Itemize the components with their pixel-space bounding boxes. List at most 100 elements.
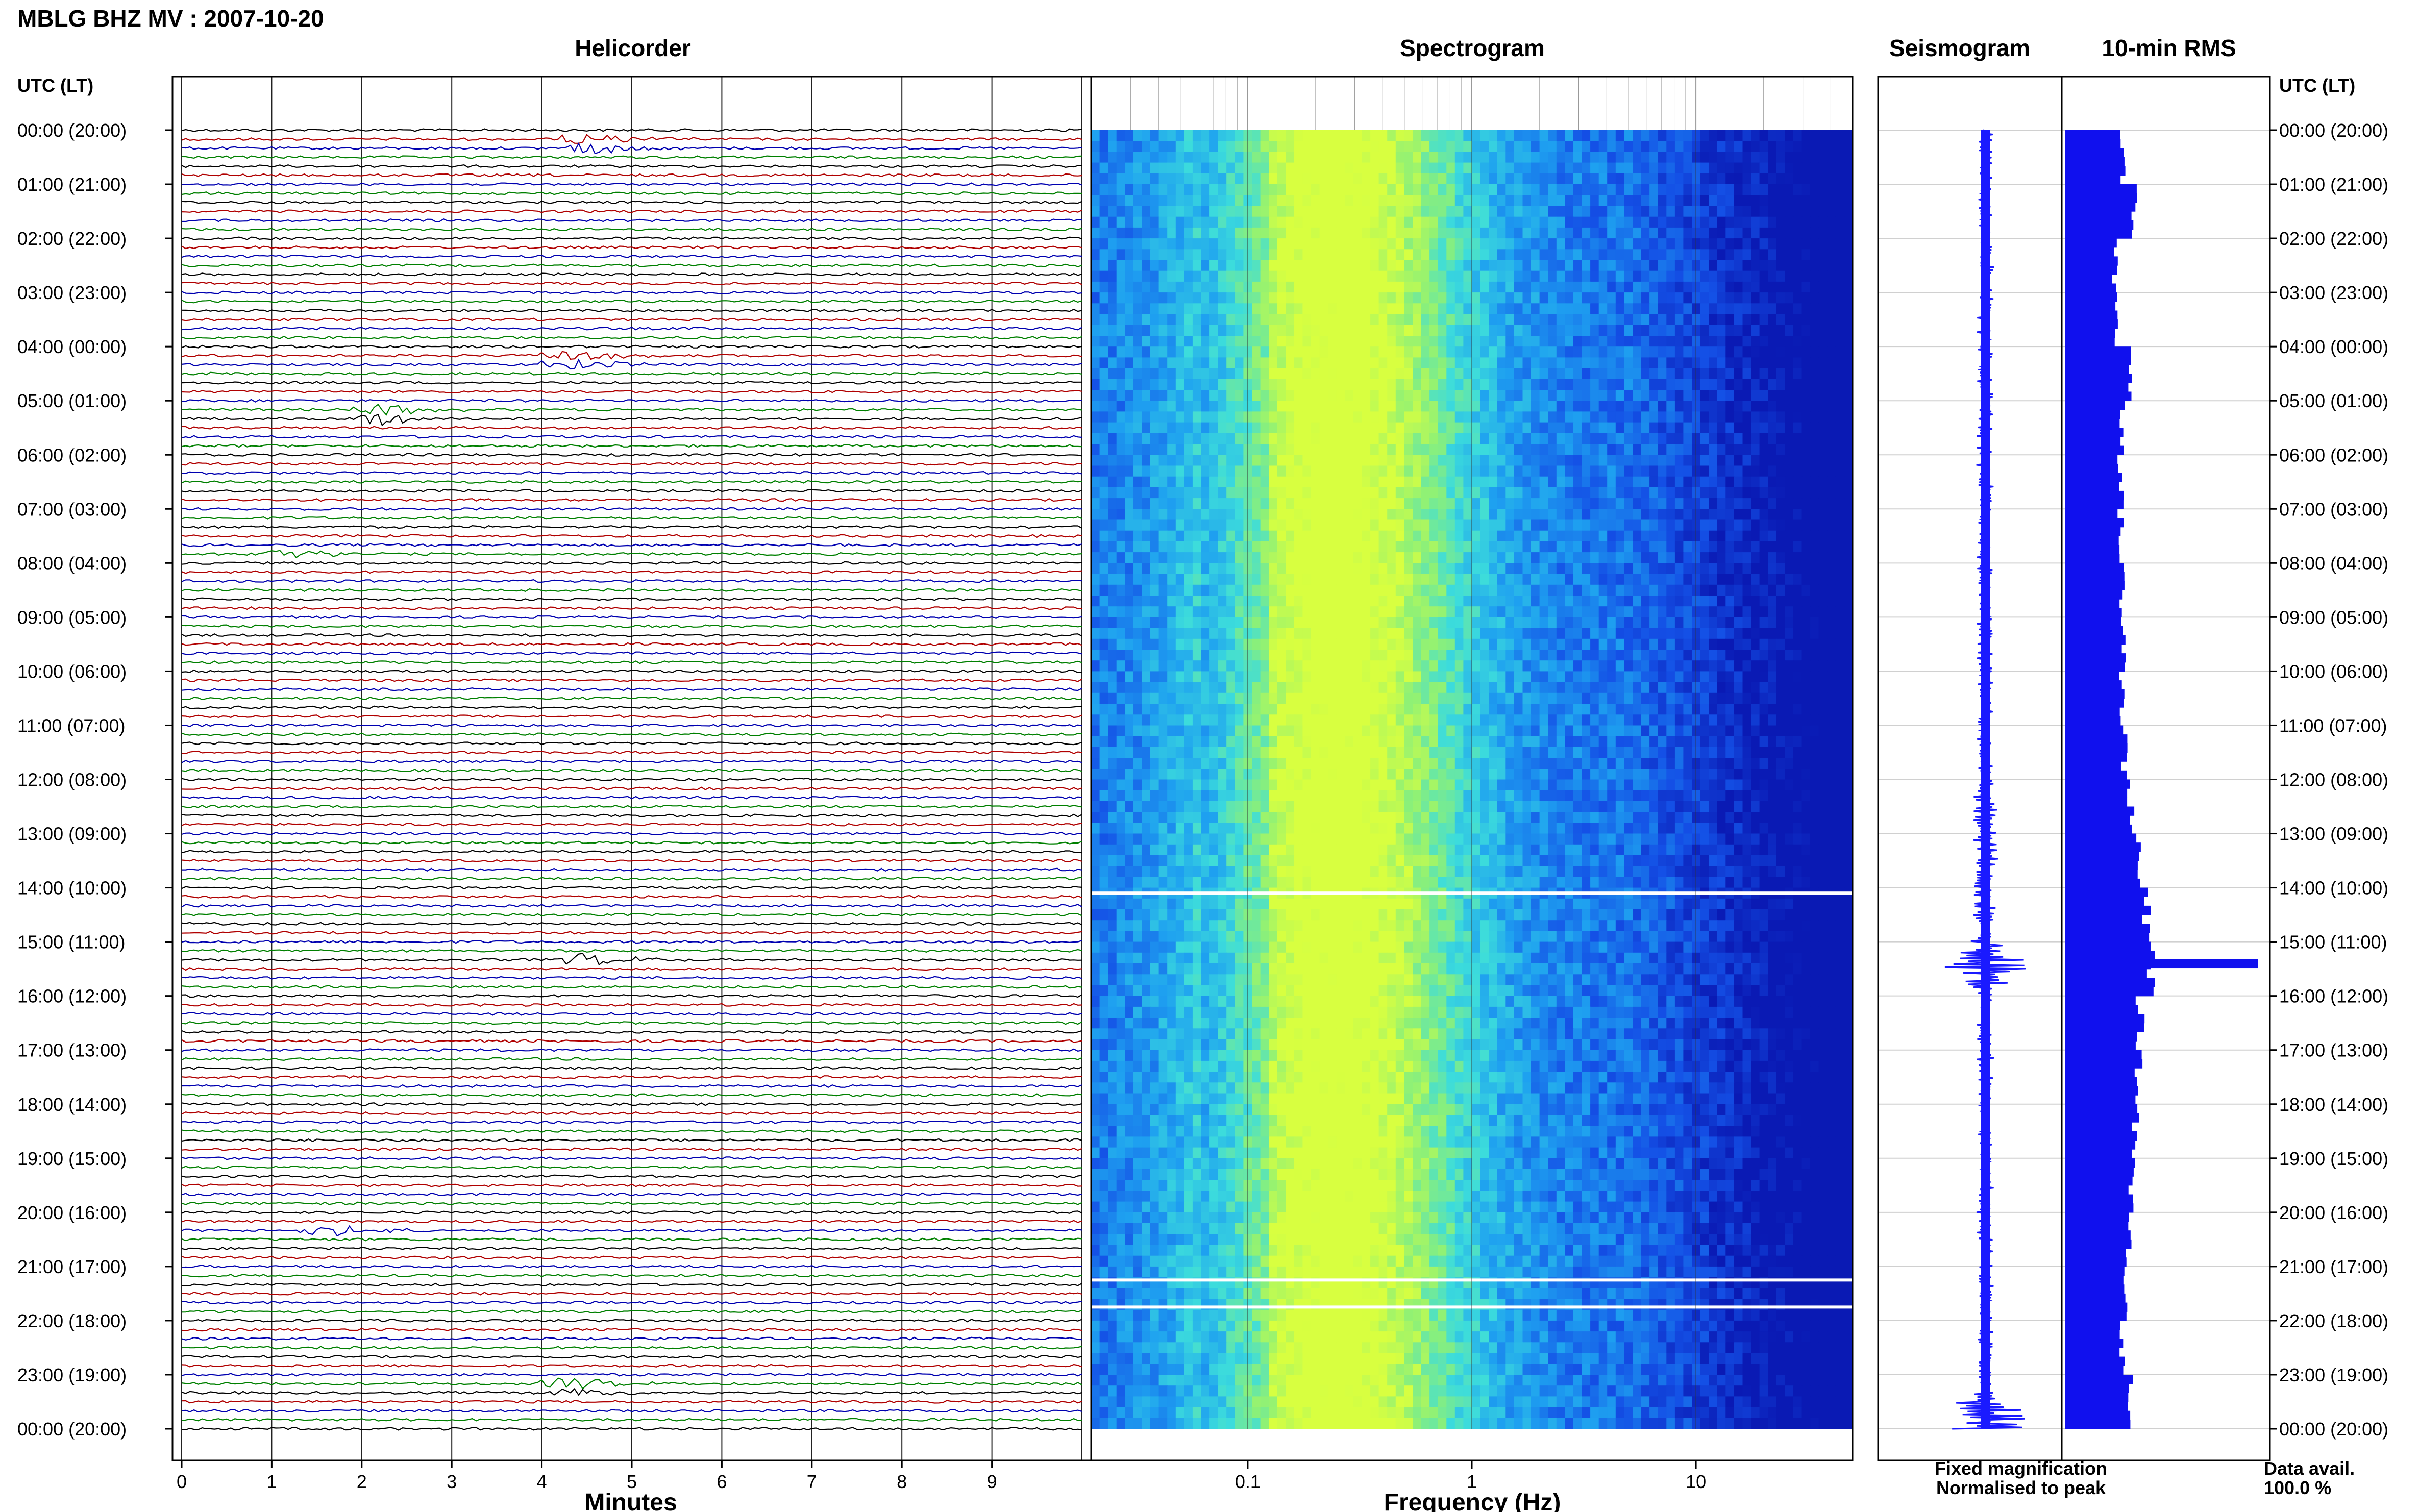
spectrogram-cell [1522,379,1532,390]
spectrogram-cell [1734,336,1743,347]
helicorder-trace [181,498,1082,502]
spectrogram-cell [1624,162,1633,174]
spectrogram-cell [1505,692,1515,704]
helicorder-trace [181,1111,1082,1116]
spectrogram-cell [1725,596,1735,607]
spectrogram-cell [1252,476,1261,488]
spectrogram-cell [1801,281,1811,293]
spectrogram-cell [1835,281,1845,293]
spectrogram-cell [1624,195,1633,207]
helicorder-trace [181,1165,1082,1170]
spectrogram-cell [1429,346,1439,358]
spectrogram-cell [1573,563,1583,575]
spectrogram-cell [1328,270,1337,282]
spectrogram-cell [1328,162,1337,174]
spectrogram-cell [1649,238,1659,250]
spectrogram-cell [1252,465,1261,477]
spectrogram-cell [1150,671,1159,683]
spectrogram-cell [1175,260,1185,271]
spectrogram-cell [1751,260,1760,271]
spectrogram-cell [1801,584,1811,596]
spectrogram-cell [1269,498,1278,510]
spectrogram-cell [1277,184,1287,195]
spectrogram-cell [1810,379,1819,390]
spectrogram-cell [1666,368,1675,380]
spectrogram-cell [1556,184,1566,195]
spectrogram-cell [1505,541,1515,553]
spectrogram-cell [1522,650,1532,661]
spectrogram-cell [1210,357,1219,369]
spectrogram-cell [1091,303,1100,315]
spectrogram-cell [1565,216,1574,228]
spectrogram-cell [1598,195,1608,207]
spectrogram-cell [1742,455,1751,466]
spectrogram-cell [1793,530,1803,542]
spectrogram-cell [1336,671,1346,683]
spectrogram-cell [1709,411,1718,423]
spectrogram-cell [1438,336,1447,347]
spectrogram-cell [1835,552,1845,564]
spectrogram-cell [1785,433,1794,444]
spectrogram-cell [1116,238,1126,250]
spectrogram-cell [1404,617,1413,629]
spectrogram-cell [1683,184,1692,195]
spectrogram-cell [1192,422,1202,434]
spectrogram-cell [1497,606,1507,618]
spectrogram-cell [1099,541,1108,553]
spectrogram-cell [1759,671,1768,683]
spectrogram-cell [1801,596,1811,607]
helicorder-trace [181,1387,1082,1396]
spectrogram-cell [1472,336,1481,347]
spectrogram-cell [1133,314,1143,326]
spectrogram-cell [1717,281,1726,293]
spectrogram-cell [1108,498,1117,510]
spectrogram-cell [1108,130,1117,141]
spectrogram-cell [1362,541,1371,553]
spectrogram-cell [1226,401,1236,412]
spectrogram-cell [1607,476,1616,488]
spectrogram-cell [1463,152,1472,163]
spectrogram-cell [1218,357,1227,369]
spectrogram-cell [1827,465,1836,477]
spectrogram-cell [1751,498,1760,510]
spectrogram-cell [1294,692,1303,704]
spectrogram-cell [1497,682,1507,693]
spectrogram-cell [1395,671,1405,683]
spectrogram-cell [1429,292,1439,304]
spectrogram-cell [1590,162,1599,174]
spectrogram-cell [1615,541,1625,553]
spectrogram-cell [1818,563,1828,575]
spectrogram-cell [1302,390,1312,401]
spectrogram-cell [1108,541,1117,553]
helicorder-trace [181,254,1082,259]
spectrogram-cell [1345,357,1354,369]
spectrogram-cell [1210,487,1219,499]
spectrogram-cell [1497,238,1507,250]
spectrogram-cell [1539,455,1548,466]
spectrogram-cell [1099,617,1108,629]
spectrogram-cell [1633,206,1642,217]
spectrogram-cell [1785,574,1794,585]
spectrogram-cell [1556,303,1566,315]
spectrogram-cell [1133,162,1143,174]
spectrogram-cell [1734,216,1743,228]
spectrogram-cell [1768,433,1777,444]
spectrogram-cell [1302,487,1312,499]
spectrogram-cell [1116,281,1126,293]
spectrogram-cell [1184,281,1193,293]
spectrogram-cell [1827,303,1836,315]
spectrogram-cell [1142,541,1151,553]
spectrogram-cell [1683,498,1692,510]
spectrogram-cell [1759,563,1768,575]
spectrogram-cell [1302,173,1312,185]
spectrogram-cell [1150,628,1159,639]
spectrogram-cell [1395,682,1405,693]
spectrogram-cell [1751,249,1760,261]
spectrogram-cell [1793,141,1803,153]
helicorder-trace [181,813,1082,817]
spectrogram-cell [1514,346,1523,358]
spectrogram-cell [1286,141,1295,153]
spectrogram-cell [1438,238,1447,250]
spectrogram-cell [1413,638,1422,650]
spectrogram-cell [1590,682,1599,693]
